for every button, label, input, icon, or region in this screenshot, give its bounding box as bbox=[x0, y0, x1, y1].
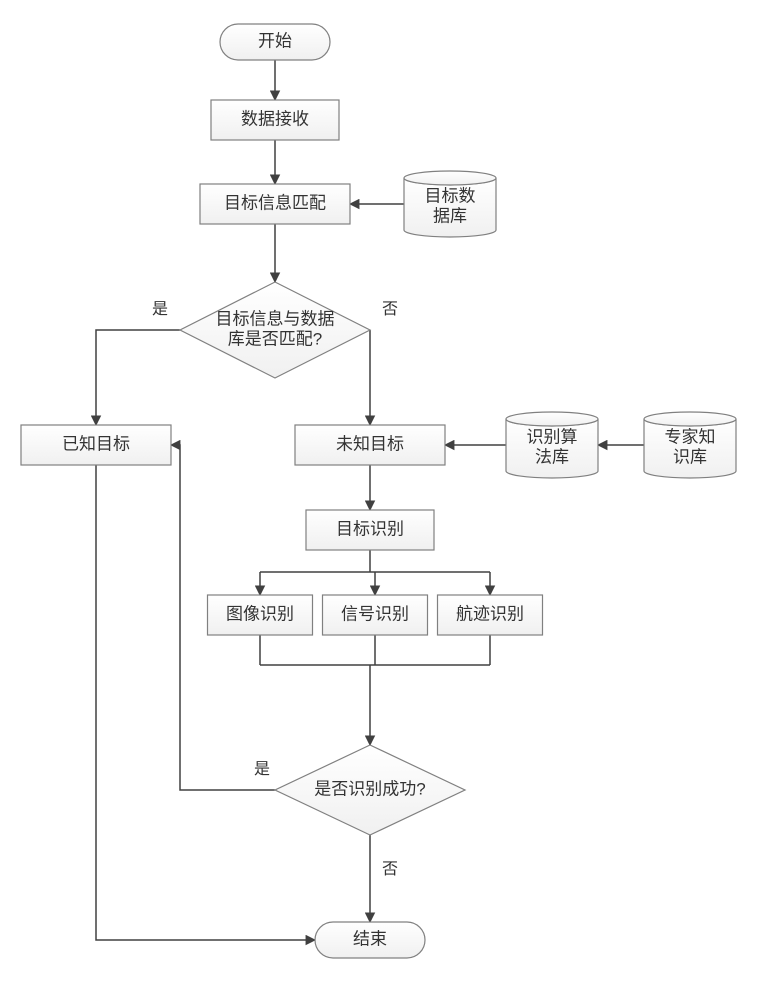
flow-edge bbox=[96, 330, 180, 425]
process-node: 目标识别 bbox=[306, 510, 434, 550]
process-node: 已知目标 bbox=[21, 425, 171, 465]
flowchart-diagram: 是否是否 开始数据接收目标信息匹配目标数据库目标信息与数据库是否匹配?已知目标未… bbox=[0, 0, 771, 1000]
process-node: 未知目标 bbox=[295, 425, 445, 465]
cylinder-node: 目标数据库 bbox=[404, 171, 496, 237]
edge-label: 是 bbox=[254, 761, 270, 778]
node-label: 是否识别成功? bbox=[314, 779, 425, 798]
edge-label: 否 bbox=[382, 301, 398, 318]
process-node: 数据接收 bbox=[211, 100, 339, 140]
process-node: 信号识别 bbox=[323, 595, 428, 635]
process-node: 目标信息匹配 bbox=[200, 184, 350, 224]
node-label: 图像识别 bbox=[226, 604, 294, 623]
flow-edge bbox=[96, 465, 315, 940]
node-label: 库是否匹配? bbox=[228, 329, 322, 348]
node-label: 已知目标 bbox=[62, 434, 130, 453]
process-node: 图像识别 bbox=[208, 595, 313, 635]
node-label: 识别算 bbox=[527, 428, 578, 447]
edge-label: 否 bbox=[382, 861, 398, 878]
process-node: 航迹识别 bbox=[438, 595, 543, 635]
node-label: 航迹识别 bbox=[456, 604, 524, 623]
node-label: 信号识别 bbox=[341, 604, 409, 623]
terminator-node: 开始 bbox=[220, 24, 330, 60]
node-label: 结束 bbox=[353, 929, 387, 948]
terminator-node: 结束 bbox=[315, 922, 425, 958]
node-label: 目标信息匹配 bbox=[224, 193, 326, 212]
decision-node: 是否识别成功? bbox=[275, 745, 465, 835]
node-label: 专家知 bbox=[665, 428, 716, 447]
node-label: 目标数 bbox=[425, 187, 476, 206]
cylinder-node: 专家知识库 bbox=[644, 412, 736, 478]
node-label: 目标识别 bbox=[336, 519, 404, 538]
decision-node: 目标信息与数据库是否匹配? bbox=[180, 282, 370, 378]
node-label: 数据接收 bbox=[241, 109, 309, 128]
node-label: 识库 bbox=[673, 447, 707, 466]
node-label: 法库 bbox=[535, 447, 569, 466]
cylinder-node: 识别算法库 bbox=[506, 412, 598, 478]
node-label: 据库 bbox=[433, 206, 467, 225]
edge-label: 是 bbox=[152, 301, 168, 318]
node-label: 开始 bbox=[258, 31, 292, 50]
node-label: 目标信息与数据 bbox=[216, 310, 335, 329]
node-label: 未知目标 bbox=[336, 434, 404, 453]
